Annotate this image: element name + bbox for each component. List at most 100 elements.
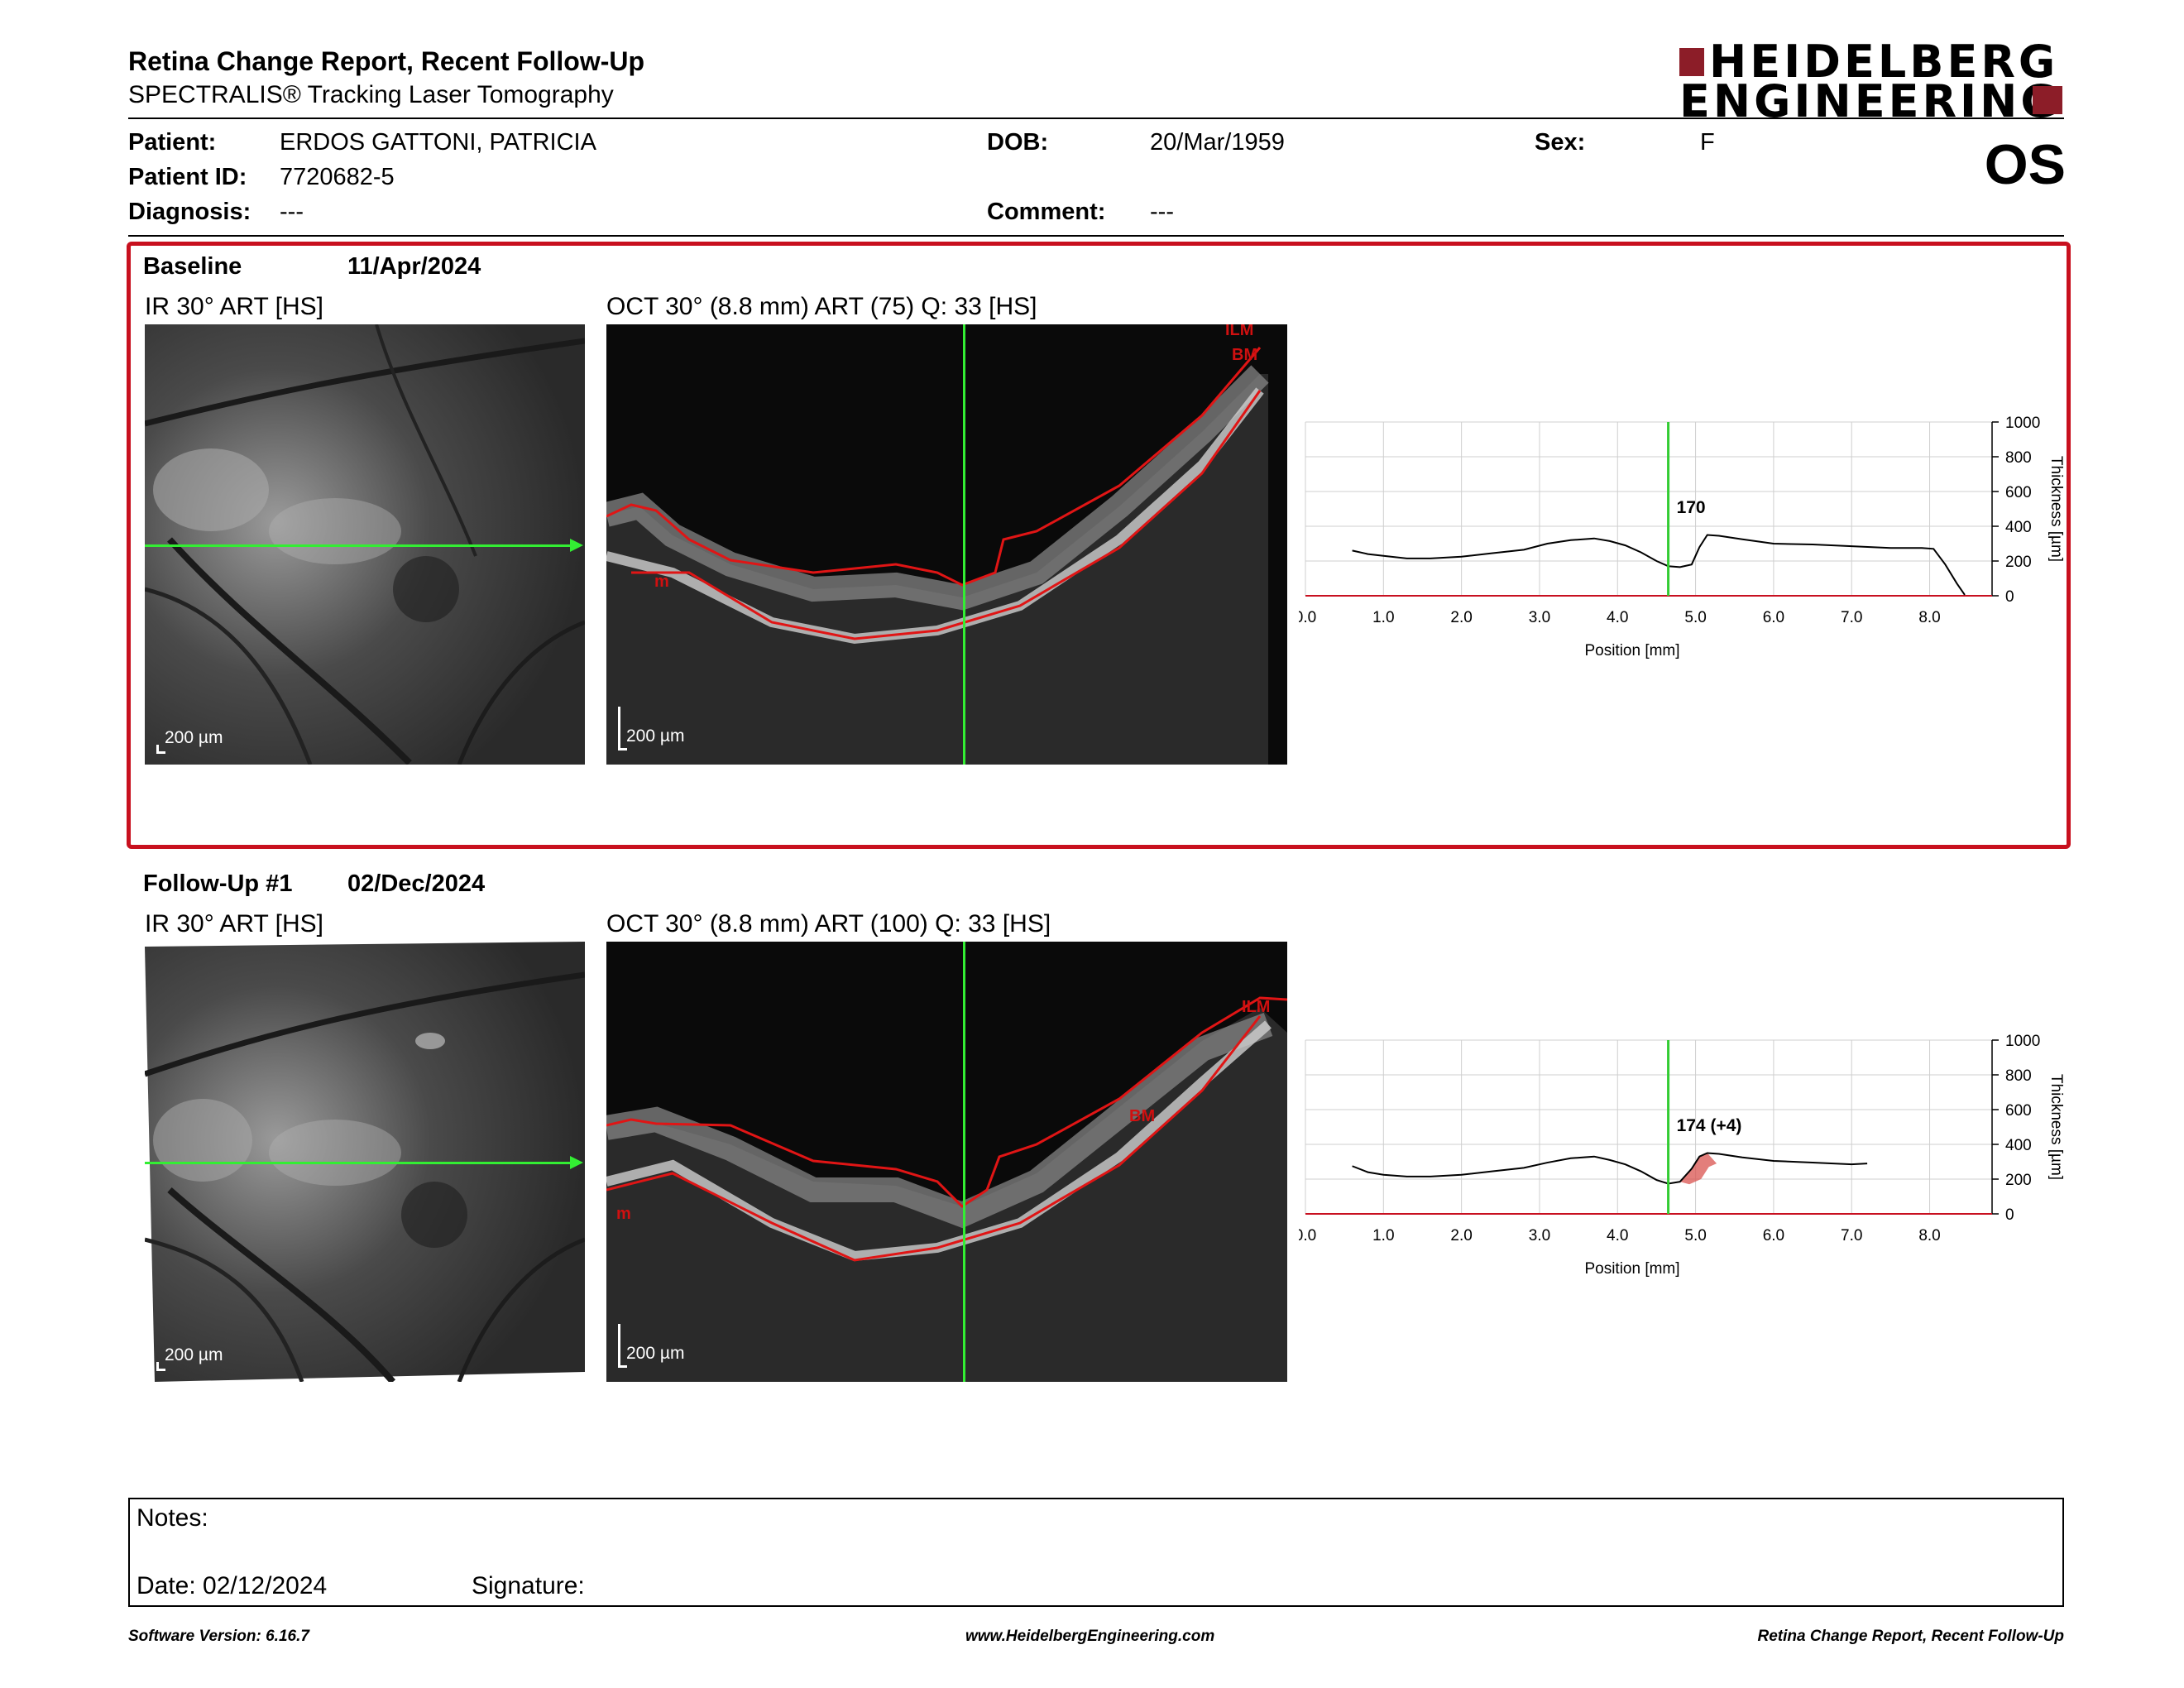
x-tick-label: 6.0 (1763, 1227, 1784, 1244)
thickness-series-line (1352, 1152, 1868, 1185)
x-axis-label: Position [mm] (1584, 1260, 1679, 1278)
followup-oct-scalebar (618, 1324, 627, 1368)
patient-name: ERDOS GATTONI, PATRICIA (280, 129, 596, 156)
notes-label: Notes: (136, 1504, 208, 1532)
baseline-ir-scalebar (156, 745, 165, 754)
followup-oct-label: OCT 30° (8.8 mm) ART (100) Q: 33 [HS] (606, 910, 1051, 938)
y-tick-label: 0 (2005, 588, 2014, 606)
x-axis-label: Position [mm] (1584, 642, 1679, 659)
x-tick-label: 4.0 (1607, 609, 1628, 626)
baseline-label: Baseline (143, 253, 242, 280)
y-tick-label: 1000 (2005, 415, 2040, 432)
baseline-layer-bm: BM (1232, 346, 1258, 364)
cursor-value-label: 174 (+4) (1677, 1116, 1742, 1135)
y-tick-label: 800 (2005, 1067, 2032, 1085)
followup-layer-bm: BM (1129, 1107, 1156, 1125)
y-tick-label: 400 (2005, 1137, 2032, 1154)
x-tick-label: 7.0 (1841, 609, 1862, 626)
footer-report-name: Retina Change Report, Recent Follow-Up (1757, 1628, 2064, 1645)
x-tick-label: 1.0 (1372, 609, 1394, 626)
y-axis-label: Thickness [µm] (2048, 1074, 2065, 1180)
diagnosis-label: Diagnosis: (128, 199, 251, 225)
sex-label: Sex: (1535, 129, 1586, 156)
y-tick-label: 200 (2005, 554, 2032, 571)
footer-software-version: Software Version: 6.16.7 (128, 1628, 309, 1645)
baseline-oct-label: OCT 30° (8.8 mm) ART (75) Q: 33 [HS] (606, 293, 1037, 320)
thickness-series-line (1352, 534, 1966, 596)
baseline-layer-ilm: ILM (1225, 324, 1254, 339)
x-tick-label: 2.0 (1450, 1227, 1472, 1244)
followup-ir-arrowhead (570, 1156, 583, 1169)
followup-date: 02/Dec/2024 (347, 870, 486, 897)
baseline-layer-m: m (654, 573, 669, 591)
followup-ir-scan-line (145, 1162, 575, 1164)
followup-oct-image[interactable]: ILM BM m 200 µm (606, 942, 1287, 1382)
followup-thickness-chart: 0 200 400 600 800 1000 0.0 1.0 2.0 3.0 4.0 5.0 6.0 7.… (1299, 1033, 2065, 1278)
y-tick-label: 400 (2005, 519, 2032, 536)
x-tick-label: 5.0 (1684, 609, 1706, 626)
baseline-ir-scan-line (145, 544, 575, 547)
header-divider (128, 117, 2064, 119)
y-axis-label: Thickness [µm] (2048, 456, 2065, 562)
followup-ir-scale: 200 µm (165, 1345, 223, 1364)
x-tick-label: 6.0 (1763, 609, 1784, 626)
followup-oct-scale: 200 µm (626, 1344, 685, 1363)
patient-name-label: Patient: (128, 129, 217, 156)
report-title: Retina Change Report, Recent Follow-Up (128, 46, 645, 76)
baseline-oct-cursor (963, 324, 965, 765)
footer-website[interactable]: www.HeidelbergEngineering.com (965, 1628, 1215, 1645)
signature-label: Signature: (472, 1572, 585, 1599)
eye-laterality: OS (1984, 133, 2066, 196)
patient-id: 7720682-5 (280, 164, 395, 190)
baseline-ir-image[interactable]: 200 µm (145, 324, 585, 765)
baseline-oct-scale: 200 µm (626, 727, 685, 746)
thickness-change-area (1679, 1153, 1717, 1185)
y-tick-label: 600 (2005, 1102, 2032, 1120)
followup-oct-cursor (963, 942, 965, 1382)
notes-date: Date: 02/12/2024 (136, 1572, 328, 1599)
x-tick-label: 0.0 (1299, 609, 1316, 626)
x-tick-label: 2.0 (1450, 609, 1472, 626)
baseline-ir-scale: 200 µm (165, 728, 223, 747)
report-subtitle: SPECTRALIS® Tracking Laser Tomography (128, 81, 614, 108)
dob-value: 20/Mar/1959 (1150, 129, 1285, 156)
baseline-oct-image[interactable]: ILM BM m 200 µm (606, 324, 1287, 765)
logo-block-bottom (2033, 86, 2062, 114)
heidelberg-logo: HEIDELBERG ENGINEERING (1679, 36, 2064, 127)
baseline-oct-scalebar (618, 707, 627, 750)
followup-ir-image[interactable]: 200 µm (145, 942, 585, 1382)
oct-bscan-graphic (606, 347, 1269, 765)
x-tick-label: 5.0 (1684, 1227, 1706, 1244)
y-tick-label: 200 (2005, 1172, 2032, 1189)
baseline-ir-arrowhead (570, 539, 583, 552)
baseline-frame (127, 242, 2071, 849)
y-tick-label: 1000 (2005, 1033, 2040, 1050)
x-tick-label: 8.0 (1918, 1227, 1940, 1244)
y-tick-label: 600 (2005, 484, 2032, 501)
x-tick-label: 4.0 (1607, 1227, 1628, 1244)
x-tick-label: 1.0 (1372, 1227, 1394, 1244)
baseline-ir-label: IR 30° ART [HS] (145, 293, 323, 320)
patient-id-label: Patient ID: (128, 164, 247, 190)
x-tick-label: 8.0 (1918, 609, 1940, 626)
oct-bscan-graphic (606, 996, 1287, 1382)
logo-block-top (1679, 48, 1704, 76)
followup-ir-label: IR 30° ART [HS] (145, 910, 323, 938)
ir-fundus-graphic (145, 324, 585, 765)
baseline-thickness-chart: 0 200 400 600 800 1000 0.0 1.0 2.0 3.0 4.0 5.0 6.0 7.… (1299, 415, 2065, 659)
x-tick-label: 3.0 (1529, 609, 1550, 626)
logo-line1: HEIDELBERG (1709, 36, 2059, 88)
followup-layer-m: m (616, 1205, 631, 1223)
x-tick-label: 3.0 (1529, 1227, 1550, 1244)
followup-layer-ilm: ILM (1242, 998, 1271, 1016)
notes-box[interactable]: Notes: Date: 02/12/2024 Signature: (128, 1498, 2064, 1607)
y-tick-label: 0 (2005, 1206, 2014, 1224)
x-tick-label: 0.0 (1299, 1227, 1316, 1244)
comment-value: --- (1150, 199, 1174, 225)
cursor-value-label: 170 (1677, 498, 1706, 517)
diagnosis-value: --- (280, 199, 304, 225)
baseline-date: 11/Apr/2024 (347, 253, 481, 280)
comment-label: Comment: (987, 199, 1106, 225)
logo-line2: ENGINEERING (1679, 75, 2061, 127)
y-tick-label: 800 (2005, 449, 2032, 467)
